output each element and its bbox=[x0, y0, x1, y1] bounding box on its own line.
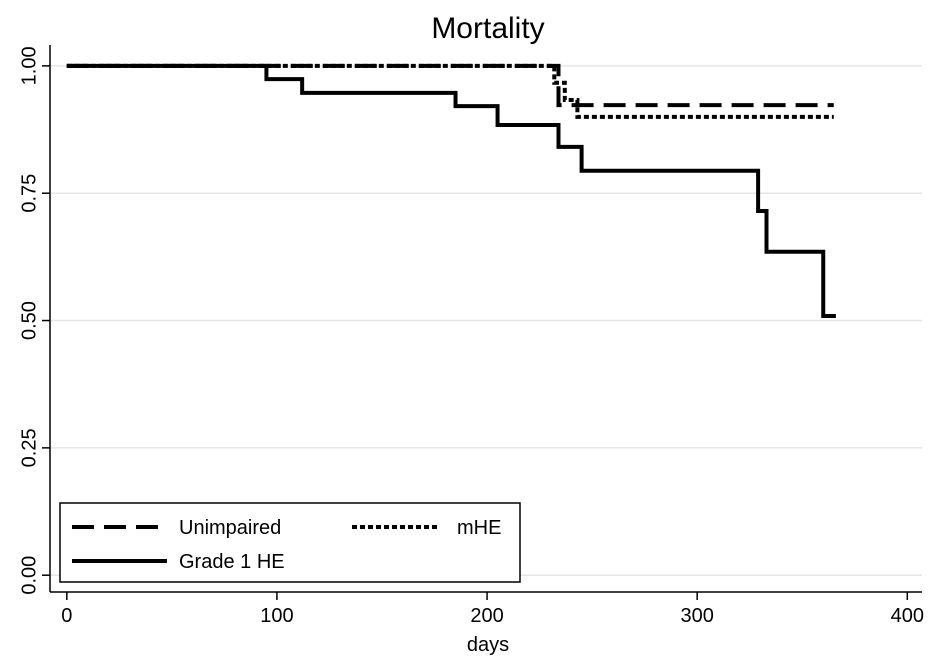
x-tick-label: 100 bbox=[260, 605, 293, 627]
y-tick-label: 0.25 bbox=[18, 428, 40, 467]
legend-box bbox=[59, 502, 521, 583]
legend-label: mHE bbox=[457, 517, 501, 539]
x-tick-label: 300 bbox=[680, 605, 713, 627]
chart-title: Mortality bbox=[431, 12, 544, 45]
legend-label: Unimpaired bbox=[179, 517, 281, 539]
survival-line bbox=[66, 63, 836, 318]
x-tick-label: 200 bbox=[470, 605, 503, 627]
survival-line bbox=[66, 63, 834, 108]
x-tick-label: 0 bbox=[61, 605, 72, 627]
legend-label: Grade 1 HE bbox=[179, 551, 285, 573]
x-tick-label: 400 bbox=[891, 605, 924, 627]
y-tick-label: 0.50 bbox=[18, 301, 40, 340]
y-tick-label: 1.00 bbox=[18, 46, 40, 85]
y-tick-label: 0.00 bbox=[18, 556, 40, 595]
x-axis-label: days bbox=[467, 634, 509, 656]
survival-line bbox=[66, 63, 834, 119]
y-tick-label: 0.75 bbox=[18, 174, 40, 213]
